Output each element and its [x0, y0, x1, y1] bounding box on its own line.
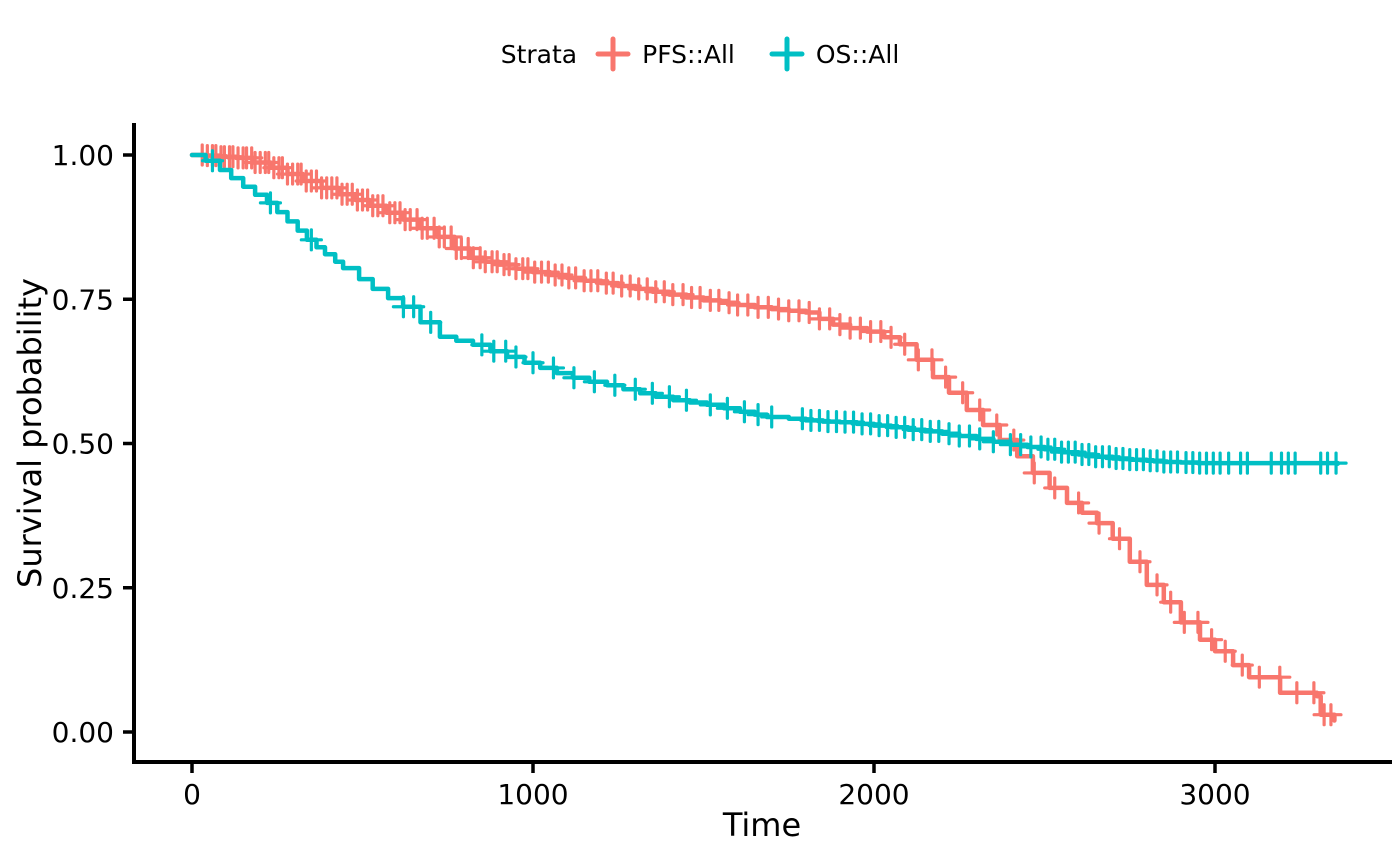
y-tick-label: 0.25: [52, 572, 114, 605]
legend-label-pfs: PFS::All: [642, 39, 735, 69]
plus-marker-icon: [595, 36, 631, 72]
x-axis-title: Time: [722, 806, 802, 844]
y-tick-label: 0.75: [52, 283, 114, 316]
x-tick-label: 2000: [838, 778, 909, 811]
legend-item-pfs: PFS::All: [595, 36, 735, 72]
legend-label-os: OS::All: [815, 39, 900, 69]
legend-item-os: OS::All: [769, 36, 899, 72]
legend-title: Strata: [500, 39, 578, 69]
legend: Strata PFS::All OS::All: [0, 36, 1400, 72]
x-tick-label: 0: [183, 778, 201, 811]
plus-marker-icon: [769, 36, 805, 72]
y-tick-label: 1.00: [52, 139, 114, 172]
y-axis-title: Survival probability: [11, 278, 49, 588]
x-tick-label: 3000: [1179, 778, 1250, 811]
x-tick-label: 1000: [497, 778, 568, 811]
y-tick-label: 0.50: [52, 428, 114, 461]
y-tick-label: 0.00: [52, 716, 114, 749]
pfs-curve: [189, 152, 1337, 723]
